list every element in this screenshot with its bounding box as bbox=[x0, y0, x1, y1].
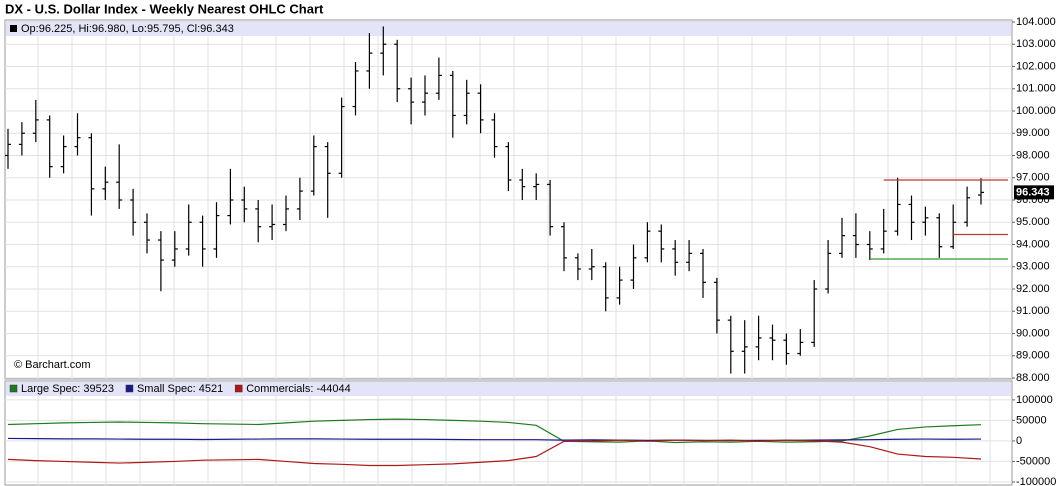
y-tick-label: 101.000 bbox=[1016, 83, 1056, 95]
y-tick-label: 94.000 bbox=[1016, 238, 1050, 250]
chart-title: DX - U.S. Dollar Index - Weekly Nearest … bbox=[5, 1, 324, 16]
y-tick-label: 90.000 bbox=[1016, 327, 1050, 339]
legend-swatch bbox=[234, 384, 243, 393]
y-tick-label: 93.000 bbox=[1016, 261, 1050, 273]
y-tick-label: 99.000 bbox=[1016, 127, 1050, 139]
y-tick-label: 92.000 bbox=[1016, 283, 1050, 295]
y-tick-label: 95.000 bbox=[1016, 216, 1050, 228]
y-tick-label: 50000 bbox=[1016, 414, 1047, 426]
y-tick-label: -50000 bbox=[1016, 455, 1050, 467]
legend-label: Large Spec: 39523 bbox=[21, 383, 114, 395]
last-price-label: 96.343 bbox=[1016, 186, 1050, 198]
legend-swatch bbox=[9, 384, 18, 393]
panel-header bbox=[6, 382, 1011, 396]
credit: © Barchart.com bbox=[14, 359, 91, 371]
y-tick-label: 91.000 bbox=[1016, 305, 1050, 317]
y-tick-label: 0 bbox=[1016, 435, 1022, 447]
info-swatch bbox=[10, 25, 17, 32]
panel-frame bbox=[4, 380, 1013, 486]
y-tick-label: 100000 bbox=[1016, 394, 1053, 406]
legend-label: Small Spec: 4521 bbox=[137, 383, 223, 395]
y-tick-label: 88.000 bbox=[1016, 372, 1050, 384]
y-tick-label: 89.000 bbox=[1016, 350, 1050, 362]
y-tick-label: 104.000 bbox=[1016, 16, 1056, 28]
y-tick-label: 100.000 bbox=[1016, 105, 1056, 117]
legend-swatch bbox=[125, 384, 134, 393]
y-tick-label: 103.000 bbox=[1016, 38, 1056, 50]
legend-label: Commercials: -44044 bbox=[246, 383, 351, 395]
ohlc-info: Op:96.225, Hi:96.980, Lo:95.795, Cl:96.3… bbox=[21, 23, 234, 35]
y-tick-label: 98.000 bbox=[1016, 149, 1050, 161]
panel-header bbox=[6, 21, 1011, 36]
y-tick-label: 102.000 bbox=[1016, 60, 1056, 72]
series-line bbox=[7, 439, 982, 467]
last-price-box bbox=[1014, 185, 1054, 200]
y-tick-label: -100000 bbox=[1016, 476, 1056, 486]
series-line bbox=[7, 437, 982, 442]
y-tick-label: 97.000 bbox=[1016, 172, 1050, 184]
